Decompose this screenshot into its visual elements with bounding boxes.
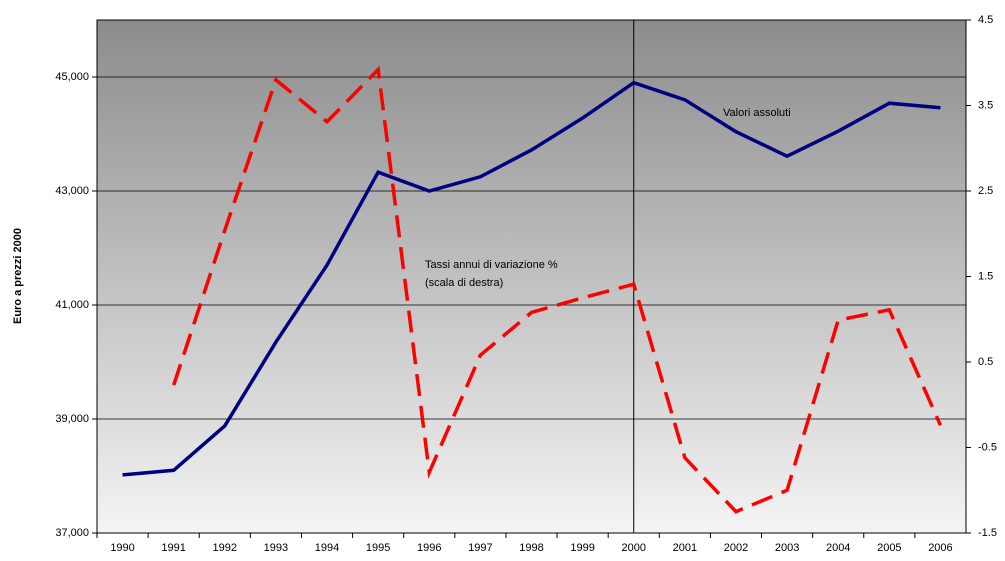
y2-tick-label: 4.5 <box>978 14 993 26</box>
y2-tick-label: 3.5 <box>978 99 993 111</box>
x-tick-label: 1990 <box>110 542 134 554</box>
y-tick-label: 43,000 <box>55 185 89 197</box>
x-tick-label: 2006 <box>928 542 952 554</box>
x-tick-label: 1996 <box>417 542 441 554</box>
x-tick-label: 1991 <box>161 542 185 554</box>
x-tick-label: 1997 <box>468 542 492 554</box>
y-tick-label: 39,000 <box>55 413 89 425</box>
y-tick-label: 45,000 <box>55 71 89 83</box>
y2-tick-label: 0.5 <box>978 356 993 368</box>
y-axis-label: Euro a prezzi 2000 <box>12 228 24 324</box>
y-tick-label: 41,000 <box>55 299 89 311</box>
x-tick-label: 2005 <box>877 542 901 554</box>
annotation: Valori assoluti <box>723 107 791 119</box>
series-line <box>172 65 943 514</box>
annotation: (scala di destra) <box>425 277 503 289</box>
series-line <box>122 80 941 477</box>
x-tick-label: 2003 <box>775 542 799 554</box>
plot-area <box>96 19 967 534</box>
y-tick-label: 37,000 <box>55 527 89 539</box>
x-tick-label: 1993 <box>264 542 288 554</box>
x-tick-label: 2004 <box>826 542 850 554</box>
y2-tick-label: -0.5 <box>978 441 997 453</box>
x-tick-label: 1994 <box>315 542 339 554</box>
x-tick-label: 2001 <box>673 542 697 554</box>
x-tick-label: 2000 <box>621 542 645 554</box>
y2-tick-label: 1.5 <box>978 270 993 282</box>
annotation: Tassi annui di variazione % <box>425 259 558 271</box>
x-tick-label: 1992 <box>213 542 237 554</box>
y2-tick-label: 2.5 <box>978 185 993 197</box>
x-tick-label: 2002 <box>724 542 748 554</box>
y2-tick-label: -1.5 <box>978 527 997 539</box>
x-tick-label: 1995 <box>366 542 390 554</box>
x-tick-label: 1998 <box>519 542 543 554</box>
x-tick-label: 1999 <box>570 542 594 554</box>
